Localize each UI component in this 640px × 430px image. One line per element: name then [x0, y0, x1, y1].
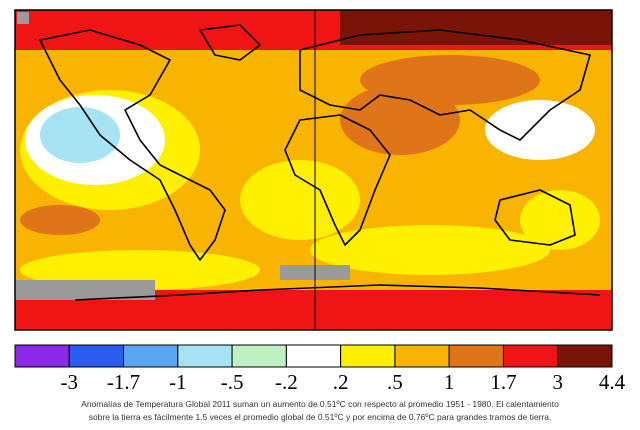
scale-label: -3: [61, 370, 79, 394]
map: [15, 10, 612, 330]
map-frame: [14, 9, 613, 331]
scale-label: -.2: [275, 370, 298, 394]
antarctica-coast: [74, 284, 601, 301]
australia-coast: [494, 189, 576, 246]
scale-label: 3: [552, 370, 563, 394]
color-scale: -3 -1.7 -1 -.5 -.2 .2 .5 1 1.7 3 4.4: [14, 344, 626, 394]
color-bin: [394, 344, 450, 368]
scale-label: 4.4: [599, 370, 626, 394]
color-bin: [14, 344, 70, 368]
caption-line: Anomalías de Temperatura Global 2011 sum…: [81, 399, 559, 409]
scale-label: -1.7: [107, 370, 140, 394]
color-bin: [177, 344, 233, 368]
color-bin: [285, 344, 342, 368]
color-bin: [68, 344, 125, 368]
caption-line: sobre la tierra es fácilmente 1.5 veces …: [89, 412, 552, 422]
scale-label: .5: [387, 370, 403, 394]
scale-label: -1: [169, 370, 187, 394]
americas-coast: [39, 29, 226, 261]
color-bin: [448, 344, 504, 368]
scale-label: 1.7: [490, 370, 516, 394]
scale-label: 1: [444, 370, 455, 394]
scale-label: -.5: [221, 370, 244, 394]
africa-coast: [284, 114, 391, 246]
color-bin: [231, 344, 287, 368]
eurasia-coast: [299, 29, 591, 141]
color-bin: [557, 344, 613, 368]
scale-label: .2: [333, 370, 349, 394]
color-bin: [340, 344, 396, 368]
color-bin: [502, 344, 559, 368]
color-bin: [123, 344, 179, 368]
greenland-coast: [199, 24, 261, 61]
